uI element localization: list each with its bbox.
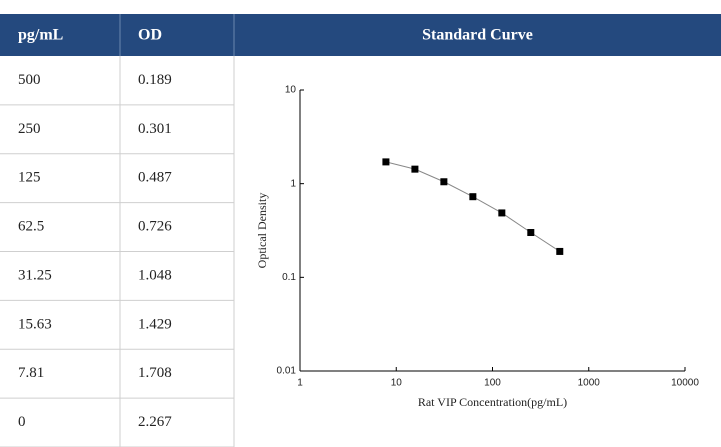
x-tick-label: 1000 <box>578 378 601 389</box>
header-cell: pg/mL <box>18 27 63 44</box>
cell: 62.5 <box>18 219 44 235</box>
cell: 31.25 <box>18 267 52 283</box>
data-point <box>382 158 390 166</box>
y-axis-label: Optical Density <box>255 193 269 269</box>
header-cell: Standard Curve <box>422 27 533 44</box>
data-point <box>498 209 506 217</box>
data-point <box>556 247 564 255</box>
x-tick-label: 10000 <box>671 378 699 389</box>
cell: 1.048 <box>138 267 172 283</box>
cell: 0.726 <box>138 219 172 235</box>
data-point <box>527 229 535 237</box>
y-tick-label: 0.1 <box>282 272 296 283</box>
cell: 125 <box>18 170 41 186</box>
y-tick-label: 10 <box>285 85 297 96</box>
cell: 0 <box>18 414 26 430</box>
cell: 0.189 <box>138 72 172 88</box>
y-tick-label: 0.01 <box>277 366 297 377</box>
header-bg <box>0 14 721 56</box>
cell: 15.63 <box>18 316 52 332</box>
data-point <box>411 165 419 173</box>
data-point <box>440 178 448 186</box>
cell: 0.301 <box>138 121 172 137</box>
cell: 1.429 <box>138 316 172 332</box>
cell: 1.708 <box>138 365 172 381</box>
y-tick-label: 1 <box>290 178 296 189</box>
x-tick-label: 10 <box>391 378 403 389</box>
cell: 2.267 <box>138 414 172 430</box>
data-point <box>469 193 477 201</box>
cell: 0.487 <box>138 170 172 186</box>
curve-line <box>385 161 561 252</box>
cell: 7.81 <box>18 365 44 381</box>
x-axis-label: Rat VIP Concentration(pg/mL) <box>418 395 567 409</box>
x-tick-label: 1 <box>297 378 303 389</box>
cell: 500 <box>18 72 41 88</box>
header-cell: OD <box>138 27 162 44</box>
cell: 250 <box>18 121 41 137</box>
x-tick-label: 100 <box>484 378 501 389</box>
